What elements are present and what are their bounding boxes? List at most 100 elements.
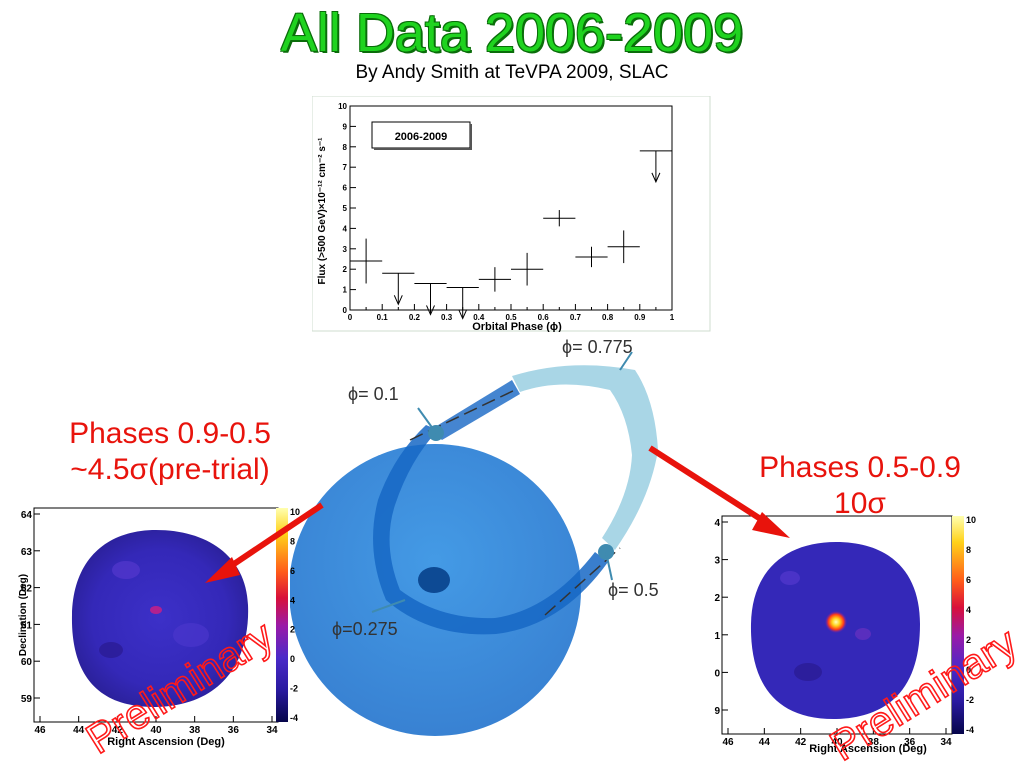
sky-x-tick: 34 (266, 725, 278, 736)
y-tick-label: 10 (338, 102, 347, 111)
colorbar-tick: 10 (290, 507, 300, 517)
colorbar-tick: 0 (966, 665, 971, 675)
data-point (543, 210, 576, 227)
left-y-label: Declination (Deg) (18, 574, 29, 656)
sky-x-tick: 36 (904, 737, 916, 748)
sky-x-tick: 44 (73, 725, 85, 736)
x-tick-label: 0.1 (377, 313, 389, 322)
sky-y-tick: 64 (21, 510, 33, 521)
x-tick-label: 0.3 (441, 313, 453, 322)
sky-x-tick: 46 (34, 725, 46, 736)
colorbar-tick: 10 (966, 515, 976, 525)
sky-x-tick: 34 (940, 737, 952, 748)
right-significance: 10σ (834, 487, 886, 520)
sky-y-tick: 59 (21, 694, 33, 705)
colorbar-tick: -4 (966, 725, 974, 735)
x-tick-label: 0.8 (602, 313, 614, 322)
upper-limit (414, 282, 447, 316)
y-tick-label: 6 (343, 184, 348, 193)
source-hotspot (825, 611, 847, 633)
x-tick-label: 0.2 (409, 313, 421, 322)
data-point (350, 238, 383, 284)
right-x-label: Right Ascension (Deg) (809, 743, 927, 755)
y-axis-label: Flux (>500 GeV)×10⁻¹² cm⁻² s⁻¹ (317, 137, 328, 285)
sky-y-tick: 9 (714, 706, 720, 717)
phase-label-01: ϕ= 0.1 (348, 384, 399, 404)
y-tick-label: 0 (343, 306, 348, 315)
colorbar-tick: 8 (966, 545, 971, 555)
lightcurve-marks (350, 150, 672, 320)
sky-y-tick: 63 (21, 547, 33, 558)
left-significance: ~4.5σ(pre-trial) (70, 453, 270, 486)
phase-label-0275: ϕ=0.275 (332, 619, 398, 639)
compact-object (418, 567, 450, 593)
phase-label-0775: ϕ= 0.775 (562, 337, 633, 357)
colorbar-tick: 4 (966, 605, 971, 615)
sky-y-tick: 60 (21, 657, 33, 668)
y-tick-label: 3 (343, 245, 348, 254)
sky-x-tick: 38 (868, 737, 880, 748)
upper-limit (446, 287, 479, 320)
y-tick-label: 5 (343, 204, 348, 213)
x-tick-label: 1 (670, 313, 675, 322)
sky-x-tick: 42 (795, 737, 807, 748)
right-phase-label: Phases 0.5-0.9 10σ (700, 450, 1020, 522)
y-tick-label: 7 (343, 163, 348, 172)
y-tick-label: 1 (343, 286, 348, 295)
lightcurve-axes: 0 0.1 0.2 0.3 0.4 0.5 0.6 0.7 0.8 0.9 101234567891… (338, 102, 675, 322)
lightcurve-chart: 0 0.1 0.2 0.3 0.4 0.5 0.6 0.7 0.8 0.9 101234567891… (312, 96, 711, 332)
right-phase-range: Phases 0.5-0.9 (759, 451, 961, 484)
sky-y-tick: 3 (714, 556, 720, 567)
sky-x-tick: 44 (759, 737, 771, 748)
colorbar-tick: 2 (966, 635, 971, 645)
colorbar (276, 508, 288, 722)
data-point (478, 267, 511, 292)
left-phase-label: Phases 0.9-0.5 ~4.5σ(pre-trial) (20, 416, 320, 488)
colorbar-tick: 4 (290, 595, 295, 605)
upper-limit (382, 272, 415, 306)
y-tick-label: 8 (343, 143, 348, 152)
x-tick-label: 0.7 (570, 313, 582, 322)
sky-y-tick: 1 (714, 631, 720, 642)
skymap-disc (71, 530, 249, 708)
colorbar-tick: -2 (966, 695, 974, 705)
colorbar-tick: 0 (290, 654, 295, 664)
left-x-label: Right Ascension (Deg) (107, 736, 225, 748)
colorbar-tick: 2 (290, 625, 295, 635)
data-point (511, 252, 544, 286)
sky-x-tick: 38 (189, 725, 201, 736)
y-tick-label: 2 (343, 265, 348, 274)
sky-y-tick: 2 (714, 593, 720, 604)
data-point (575, 246, 608, 268)
sky-y-tick: 62 (21, 584, 33, 595)
y-tick-label: 9 (343, 122, 348, 131)
colorbar-tick: 6 (290, 566, 295, 576)
x-tick-label: 0.6 (538, 313, 550, 322)
sky-x-tick: 40 (150, 725, 162, 736)
orbit-band-far (512, 365, 658, 550)
colorbar-tick: 8 (290, 536, 295, 546)
phase-label-05: ϕ= 0.5 (608, 580, 659, 600)
x-tick-label: 0 (348, 313, 353, 322)
sky-y-tick: 61 (21, 620, 33, 631)
legend-text: 2006-2009 (395, 131, 448, 143)
sky-x-tick: 42 (112, 725, 124, 736)
colorbar-tick: 6 (966, 575, 971, 585)
sky-x-tick: 36 (228, 725, 240, 736)
data-point (607, 230, 640, 264)
left-phase-range: Phases 0.9-0.5 (69, 417, 271, 450)
x-axis-label: Orbital Phase (ϕ) (472, 321, 562, 332)
colorbar (952, 516, 964, 734)
y-tick-label: 4 (343, 224, 348, 233)
x-tick-label: 0.9 (634, 313, 646, 322)
page-subtitle: By Andy Smith at TeVPA 2009, SLAC (355, 62, 669, 83)
x-tick-label: 0.4 (473, 313, 485, 322)
sky-x-tick: 46 (722, 737, 734, 748)
orbit-diagram: ϕ= 0.1 ϕ= 0.775 ϕ= 0.5 ϕ=0.275 (290, 337, 659, 736)
page-title: All Data 2006-2009 (280, 3, 744, 63)
sky-x-tick: 40 (831, 737, 843, 748)
x-tick-label: 0.5 (505, 313, 517, 322)
upper-limit (639, 150, 672, 184)
